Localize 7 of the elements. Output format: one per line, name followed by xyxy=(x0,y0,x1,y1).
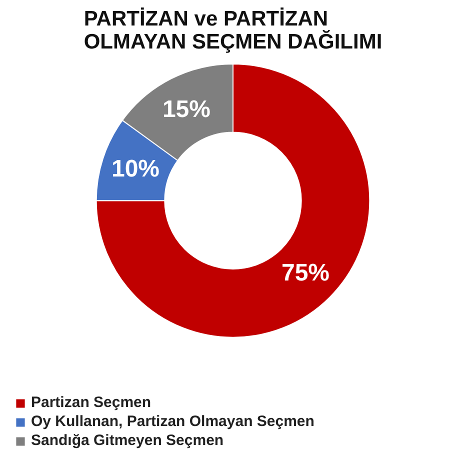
data-label: 10% xyxy=(111,155,160,182)
data-label: 75% xyxy=(281,260,330,287)
legend-label: Oy Kullanan, Partizan Olmayan Seçmen xyxy=(31,413,314,430)
chart-title: PARTİZAN ve PARTİZAN OLMAYAN SEÇMEN DAĞILIMI xyxy=(84,8,382,54)
legend-label: Partizan Seçmen xyxy=(31,394,152,411)
data-label: 15% xyxy=(162,96,210,123)
legend-label: Sandığa Gitmeyen Seçmen xyxy=(31,432,224,449)
